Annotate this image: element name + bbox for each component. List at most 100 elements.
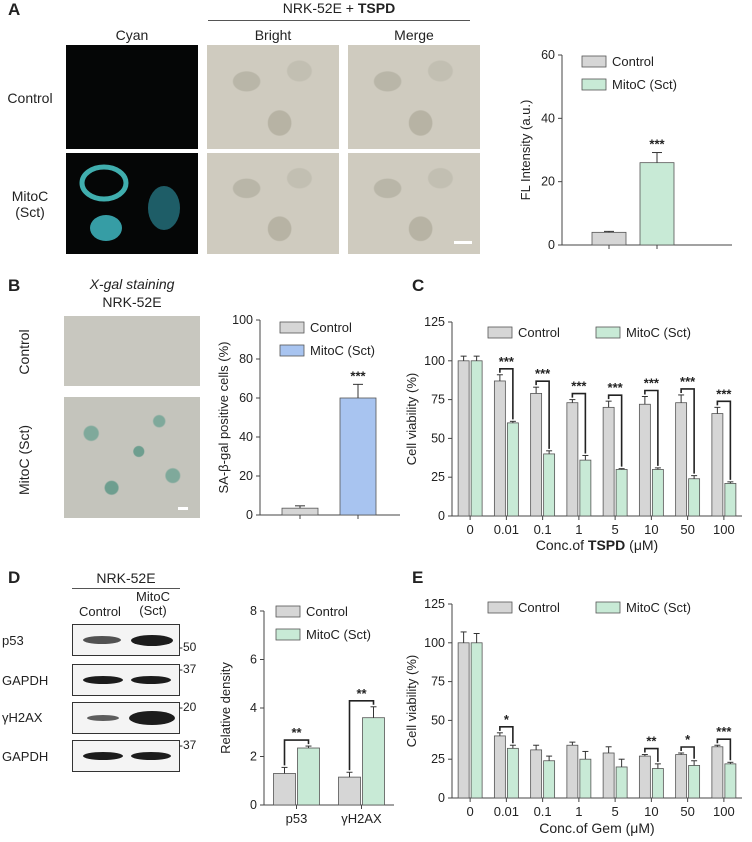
- blot-p53: [72, 624, 180, 656]
- panel-letter-d: D: [8, 568, 21, 587]
- legend-label: Control: [612, 54, 654, 69]
- y-tick-label: 100: [424, 354, 445, 368]
- y-tick-label: 0: [246, 508, 253, 522]
- legend-label: MitoC (Sct): [306, 627, 371, 642]
- significance-bracket: [680, 388, 695, 474]
- chart-e-cell-viability-gem: 0 25 50 75 100 125 Cell viability (%) 0 0.01 * 0.1…: [404, 597, 742, 836]
- significance-label: ***: [608, 380, 624, 395]
- legend-label: MitoC (Sct): [626, 600, 691, 615]
- blot-header: NRK-52E: [96, 570, 156, 586]
- chart-d-relative-density: 0 2 4 6 8 Relative density p53 ** γH2AX ** Control…: [218, 604, 394, 826]
- micro-mitoc-bright: [207, 153, 339, 254]
- bar: [638, 403, 651, 517]
- bar: [470, 360, 483, 517]
- panel-a-header-rule: [208, 20, 470, 21]
- legend-label: MitoC (Sct): [310, 343, 375, 358]
- blot-gh2ax: [72, 702, 180, 734]
- bar: [457, 360, 470, 517]
- legend-swatch: [487, 601, 513, 614]
- y-tick-label: 40: [541, 111, 555, 125]
- chart-a-fl-intensity: 0 20 40 60 FL Intensity (a.u.) *** Control Mito…: [518, 48, 732, 252]
- y-tick-label: 50: [431, 431, 445, 445]
- significance-label: **: [646, 734, 657, 749]
- y-tick-label: 20: [239, 469, 253, 483]
- significance-bracket: [535, 380, 550, 449]
- legend-swatch: [581, 55, 607, 68]
- bar: [362, 717, 385, 806]
- cyan-fluorescence-image: [79, 164, 180, 241]
- significance-label: ***: [644, 375, 660, 390]
- significance-bracket: [348, 699, 375, 771]
- bar: [639, 162, 675, 246]
- panel-a-header: NRK-52E + TSPD: [282, 0, 396, 16]
- significance-bracket: [571, 392, 587, 454]
- blot-label-p53: p53: [2, 633, 24, 648]
- x-tick-label: γH2AX: [341, 811, 382, 826]
- bar: [338, 776, 361, 806]
- blot-gapdh-2: [72, 740, 180, 772]
- y-axis-label: SA-β-gal positive cells (%): [216, 342, 231, 494]
- micro-control-cyan: [66, 45, 198, 149]
- panel-b-title: NRK-52E: [102, 294, 162, 310]
- bar: [651, 768, 664, 799]
- marker-37-b: -37: [179, 738, 197, 752]
- lane-label-mitoc: MitoC (Sct): [136, 589, 170, 618]
- y-tick-label: 80: [239, 352, 253, 366]
- marker-50: -50: [179, 640, 197, 654]
- row-label-control: Control: [7, 90, 53, 106]
- y-axis-label: FL Intensity (a.u.): [518, 100, 533, 201]
- legend-swatch: [279, 344, 305, 357]
- lane-label-control: Control: [79, 604, 121, 619]
- y-tick-label: 75: [431, 393, 445, 407]
- panel-letter-c: C: [412, 276, 425, 295]
- y-tick-label: 20: [541, 175, 555, 189]
- significance-label: ***: [499, 354, 515, 369]
- scale-bar: [178, 507, 188, 510]
- x-tick-label: 100: [713, 804, 735, 819]
- y-tick-label: 0: [438, 791, 445, 805]
- bar: [566, 744, 579, 799]
- y-tick-label: 50: [431, 713, 445, 727]
- legend-swatch: [279, 321, 305, 334]
- chart-b-sa-beta-gal: 0 20 40 60 80 100 SA-β-gal positive cells (%) *…: [216, 313, 400, 522]
- significance-bracket: [283, 739, 310, 766]
- col-label-cyan: Cyan: [115, 27, 149, 43]
- bar: [273, 773, 296, 806]
- blot-label-gapdh-2: GAPDH: [2, 749, 49, 764]
- chart-c-cell-viability-tspd: 0 25 50 75 100 125 Cell viability (%) 0 0.01 *** 0…: [404, 315, 742, 553]
- y-tick-label: 40: [239, 430, 253, 444]
- x-axis-label: Conc.of TSPD (μM): [536, 537, 658, 553]
- y-axis-label: Cell viability (%): [404, 655, 419, 747]
- significance-label: ***: [571, 379, 587, 394]
- bar: [457, 642, 470, 799]
- bar: [615, 766, 628, 799]
- y-tick-label: 8: [250, 604, 257, 618]
- bar: [506, 747, 519, 799]
- legend-swatch: [581, 78, 607, 91]
- x-tick-label: 0: [467, 804, 474, 819]
- bar: [675, 754, 688, 799]
- y-axis-label: Relative density: [218, 662, 233, 754]
- y-tick-label: 4: [250, 701, 257, 715]
- panel-letter-e: E: [412, 568, 424, 587]
- bar: [530, 392, 543, 517]
- xgal-mitoc-image: [64, 397, 200, 518]
- significance-label: ***: [680, 374, 696, 389]
- significance-label: *: [685, 732, 691, 747]
- x-tick-label: 50: [680, 522, 694, 537]
- legend-label: Control: [310, 320, 352, 335]
- y-axis-label: Cell viability (%): [404, 373, 419, 465]
- x-tick-label: 10: [644, 804, 658, 819]
- micro-mitoc-merge: [348, 153, 480, 254]
- bar: [651, 469, 664, 517]
- blot-label-gapdh-1: GAPDH: [2, 673, 49, 688]
- micro-mitoc-cyan: [66, 153, 198, 254]
- y-tick-label: 60: [541, 48, 555, 62]
- bar: [493, 735, 506, 799]
- blot-gapdh-1: [72, 664, 180, 696]
- bar: [566, 402, 579, 517]
- bar: [579, 758, 592, 799]
- x-tick-label: 10: [644, 522, 658, 537]
- y-tick-label: 25: [431, 470, 445, 484]
- significance-bracket: [644, 747, 659, 762]
